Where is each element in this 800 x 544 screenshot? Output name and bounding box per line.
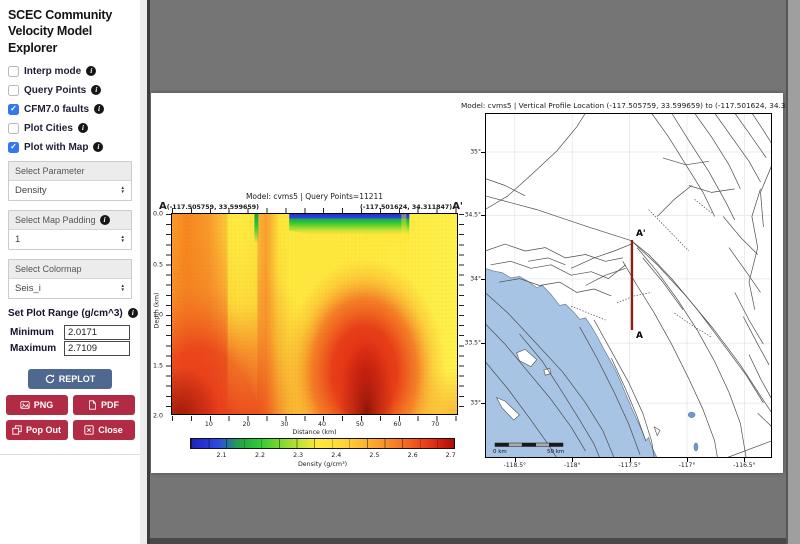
profile-x-axis-title: Distance (km) xyxy=(292,429,337,436)
close-icon xyxy=(84,425,94,435)
profile-x-axis: 10 20 30 40 50 60 70 xyxy=(204,421,440,428)
select-parameter-dropdown[interactable]: Density ▲ ▼ xyxy=(15,184,125,196)
page-scrollbar[interactable] xyxy=(786,0,800,544)
info-icon[interactable]: i xyxy=(94,104,105,115)
png-button[interactable]: PNG xyxy=(5,394,68,415)
checkbox-plot-cities[interactable]: Plot Cities i xyxy=(8,122,140,134)
sidebar: SCEC Community Velocity Model Explorer I… xyxy=(0,0,140,544)
select-colormap: Select Colormap Seis_i ▲ ▼ xyxy=(8,258,132,299)
maximum-row: Maximum xyxy=(10,341,140,357)
select-map-padding: Select Map Padding i 1 ▲ ▼ xyxy=(8,209,132,250)
close-button[interactable]: Close xyxy=(72,419,135,440)
info-icon[interactable]: i xyxy=(86,66,97,77)
map-lon-tickmarks xyxy=(485,458,772,462)
colorbar-title: Density (g/cm³) xyxy=(297,461,348,468)
page-title: SCEC Community Velocity Model Explorer xyxy=(8,8,113,55)
checkbox-box[interactable] xyxy=(8,141,19,153)
endpoint-a2-label: A' xyxy=(452,201,463,212)
image-icon xyxy=(20,401,30,409)
popout-icon xyxy=(12,425,22,435)
minimum-label: Minimum xyxy=(10,327,54,339)
checkbox-box[interactable] xyxy=(8,122,19,134)
sidebar-divider xyxy=(0,453,140,455)
profile-right-ticks xyxy=(459,214,464,416)
heatmap-image xyxy=(172,214,457,414)
checkbox-interp-mode[interactable]: Interp mode i xyxy=(8,65,140,77)
endpoint-a-coords: (-117.505759, 33.599659) xyxy=(167,204,259,211)
select-arrows-icon: ▲ ▼ xyxy=(120,233,125,244)
map-title: Model: cvms5 | Vertical Profile Location… xyxy=(461,101,800,110)
checkbox-cfm-faults[interactable]: CFM7.0 faults i xyxy=(8,103,140,115)
info-icon[interactable]: i xyxy=(93,142,104,153)
map-lon-axis: -118.5° -118° -117.5° -117° -116.5° xyxy=(503,462,756,469)
checkbox-box[interactable] xyxy=(8,103,19,115)
minimum-row: Minimum xyxy=(10,325,140,341)
refresh-icon xyxy=(45,374,54,383)
scalebar-right-label: 50 km xyxy=(547,449,565,455)
file-pdf-icon xyxy=(89,400,96,410)
profile-y-axis-title: Depth (km) xyxy=(153,292,161,329)
checkbox-list: Interp mode i Query Points i CFM7.0 faul… xyxy=(0,65,140,153)
select-colormap-label: Select Colormap xyxy=(15,263,82,274)
select-colormap-dropdown[interactable]: Seis_i ▲ ▼ xyxy=(15,282,125,294)
maximum-label: Maximum xyxy=(10,343,57,355)
fault-map[interactable]: A' A 0 km 50 km xyxy=(485,113,772,458)
density-heatmap[interactable] xyxy=(171,213,458,415)
profile-plot-title: Model: cvms5 | Query Points=11211 xyxy=(245,192,384,201)
map-a-label: A xyxy=(635,331,643,341)
maximum-input[interactable] xyxy=(64,341,130,357)
select-map-padding-dropdown[interactable]: 1 ▲ ▼ xyxy=(15,233,125,245)
profile-left-ticks xyxy=(166,214,171,416)
profile-top-ticks xyxy=(172,208,459,213)
pdf-button[interactable]: PDF xyxy=(72,394,135,415)
colorbar-ticks: 2.1 2.2 2.3 2.4 2.5 2.6 2.7 xyxy=(216,452,456,459)
profile-endpoints: A (-117.505759, 33.599659) (-117.501624,… xyxy=(159,201,463,212)
density-colorbar xyxy=(190,438,455,449)
endpoint-a2-coords: (-117.501624, 34.311847) xyxy=(360,204,452,211)
map-lat-axis: 35° 34.5° 34° 33.5° 33° xyxy=(464,148,481,407)
sidebar-edge xyxy=(147,0,150,544)
map-lat-tickmarks xyxy=(481,113,485,458)
export-buttons: PNG PDF Pop Out xyxy=(0,394,140,440)
checkbox-query-points[interactable]: Query Points i xyxy=(8,84,140,96)
bottom-band xyxy=(150,538,786,544)
profile-bottom-ticks xyxy=(172,416,459,421)
info-icon[interactable]: i xyxy=(99,214,110,225)
scalebar-left-label: 0 km xyxy=(493,449,507,455)
info-icon[interactable]: i xyxy=(77,123,88,134)
replot-button[interactable]: REPLOT xyxy=(28,368,112,389)
endpoint-a-label: A xyxy=(159,201,167,212)
checkbox-plot-with-map[interactable]: Plot with Map i xyxy=(8,141,140,153)
plot-panel: Model: cvms5 | Query Points=11211 A (-11… xyxy=(151,93,800,473)
select-arrows-icon: ▲ ▼ xyxy=(120,282,125,293)
minimum-input[interactable] xyxy=(64,325,130,341)
checkbox-box[interactable] xyxy=(8,65,19,77)
map-svg xyxy=(485,113,772,458)
map-a2-label: A' xyxy=(635,228,646,239)
select-map-padding-label: Select Map Padding xyxy=(15,214,96,225)
profile-y-axis: 0.0 0.5 1.0 1.5 2.0 xyxy=(152,210,163,420)
content-area: Model: cvms5 | Query Points=11211 A (-11… xyxy=(150,0,800,544)
plot-range-title: Set Plot Range (g/cm^3) i xyxy=(8,308,140,319)
select-parameter-label: Select Parameter xyxy=(15,165,85,176)
popout-button[interactable]: Pop Out xyxy=(5,419,68,440)
select-parameter: Select Parameter Density ▲ ▼ xyxy=(8,160,132,201)
sidebar-scrollbar[interactable] xyxy=(140,0,147,544)
info-icon[interactable]: i xyxy=(91,85,102,96)
checkbox-box[interactable] xyxy=(8,84,19,96)
select-arrows-icon: ▲ ▼ xyxy=(120,184,125,195)
info-icon[interactable]: i xyxy=(127,308,138,319)
